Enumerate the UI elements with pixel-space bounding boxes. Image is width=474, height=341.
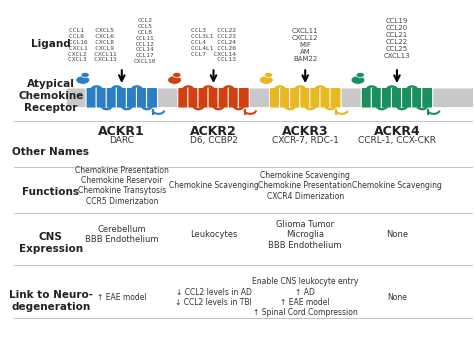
FancyBboxPatch shape: [330, 87, 341, 108]
FancyBboxPatch shape: [361, 87, 372, 108]
Text: Chemokine Presentation
Chemokine Reservoir
Chemokine Transytosis
CCR5 Dimerizati: Chemokine Presentation Chemokine Reservo…: [75, 166, 169, 206]
FancyBboxPatch shape: [401, 87, 412, 108]
Text: CXCL11
CXCL12
MIF
AM
BAM22: CXCL11 CXCL12 MIF AM BAM22: [292, 28, 319, 62]
Text: Atypical
Chemokine
Receptor: Atypical Chemokine Receptor: [18, 79, 83, 113]
Ellipse shape: [173, 72, 181, 77]
Text: CXCR-7, RDC-1: CXCR-7, RDC-1: [272, 136, 338, 145]
FancyBboxPatch shape: [96, 87, 107, 108]
Text: CCL19
CCL20
CCL21
CCL22
CCL25
CXCL13: CCL19 CCL20 CCL21 CCL22 CCL25 CXCL13: [383, 18, 410, 59]
Text: Chemokine Scavenging
Chemokine Presentation
CXCR4 Dimerization: Chemokine Scavenging Chemokine Presentat…: [258, 171, 352, 201]
FancyBboxPatch shape: [116, 87, 128, 108]
FancyBboxPatch shape: [310, 87, 321, 108]
Text: CNS
Expression: CNS Expression: [18, 233, 83, 254]
Text: ↑ EAE model: ↑ EAE model: [97, 293, 146, 302]
FancyBboxPatch shape: [188, 87, 199, 108]
Text: DARC: DARC: [109, 136, 134, 145]
Text: ACKR2: ACKR2: [190, 125, 237, 138]
FancyBboxPatch shape: [280, 87, 291, 108]
Text: Leukocytes: Leukocytes: [190, 230, 237, 239]
Text: Ligand: Ligand: [31, 39, 71, 49]
Text: Glioma Tumor
Microglia
BBB Endothelium: Glioma Tumor Microglia BBB Endothelium: [268, 220, 342, 250]
FancyBboxPatch shape: [67, 88, 474, 107]
FancyBboxPatch shape: [320, 87, 331, 108]
Ellipse shape: [81, 72, 89, 77]
FancyBboxPatch shape: [127, 87, 137, 108]
Text: Chemokine Scavenging: Chemokine Scavenging: [352, 181, 442, 190]
FancyBboxPatch shape: [86, 87, 97, 108]
Text: Functions: Functions: [22, 188, 79, 197]
Text: Other Names: Other Names: [12, 147, 89, 157]
FancyBboxPatch shape: [228, 87, 239, 108]
Text: Cerebellum
BBB Endothelium: Cerebellum BBB Endothelium: [85, 225, 158, 244]
FancyBboxPatch shape: [218, 87, 229, 108]
FancyBboxPatch shape: [269, 87, 281, 108]
Text: None: None: [386, 230, 408, 239]
Text: CCL1   CXCL5
CCL6   CXCL6
CCL16  CXCL8
CXCL1  CXCL9
CXCL2  CXCL11
CXCL3  CXCL13: CCL1 CXCL5 CCL6 CXCL6 CCL16 CXCL8 CXCL1 …: [68, 28, 116, 62]
Text: ACKR3: ACKR3: [282, 125, 328, 138]
Text: D6, CCBP2: D6, CCBP2: [190, 136, 237, 145]
Text: CCRL-1, CCX-CKR: CCRL-1, CCX-CKR: [358, 136, 436, 145]
FancyBboxPatch shape: [208, 87, 219, 108]
FancyBboxPatch shape: [106, 87, 117, 108]
Text: None: None: [387, 293, 407, 302]
FancyBboxPatch shape: [178, 87, 189, 108]
Ellipse shape: [264, 72, 273, 77]
Text: Chemokine Scavenging: Chemokine Scavenging: [169, 181, 258, 190]
Text: Link to Neuro-
degeneration: Link to Neuro- degeneration: [9, 290, 93, 312]
Text: ↓ CCL2 levels in AD
↓ CCL2 levels in TBI: ↓ CCL2 levels in AD ↓ CCL2 levels in TBI: [175, 287, 252, 307]
Text: ACKR1: ACKR1: [99, 125, 145, 138]
Ellipse shape: [351, 76, 365, 84]
FancyBboxPatch shape: [422, 87, 433, 108]
Ellipse shape: [356, 72, 365, 77]
FancyBboxPatch shape: [137, 87, 147, 108]
FancyBboxPatch shape: [392, 87, 402, 108]
FancyBboxPatch shape: [371, 87, 382, 108]
FancyBboxPatch shape: [300, 87, 311, 108]
Text: CCL2
CCL5
CCL8
CCL11
CCL12
CCL14
CCL17
CXCL10: CCL2 CCL5 CCL8 CCL11 CCL12 CCL14 CCL17 C…: [134, 18, 156, 64]
Text: Enable CNS leukocyte entry
↑ AD
↑ EAE model
↑ Spinal Cord Compression: Enable CNS leukocyte entry ↑ AD ↑ EAE mo…: [252, 277, 358, 317]
FancyBboxPatch shape: [146, 87, 157, 108]
Text: ACKR4: ACKR4: [374, 125, 420, 138]
Ellipse shape: [76, 76, 90, 84]
Text: CCL3   CCL22
CCL3L1 CCL23
CCL4   CCL24
CCL4L1 CCL26
CCL7  CXCL14
       CCL13: CCL3 CCL22 CCL3L1 CCL23 CCL4 CCL24 CCL4L…: [191, 28, 236, 62]
FancyBboxPatch shape: [411, 87, 423, 108]
Ellipse shape: [259, 76, 273, 84]
FancyBboxPatch shape: [238, 87, 249, 108]
FancyBboxPatch shape: [290, 87, 301, 108]
FancyBboxPatch shape: [198, 87, 209, 108]
FancyBboxPatch shape: [382, 87, 392, 108]
Ellipse shape: [168, 76, 182, 84]
